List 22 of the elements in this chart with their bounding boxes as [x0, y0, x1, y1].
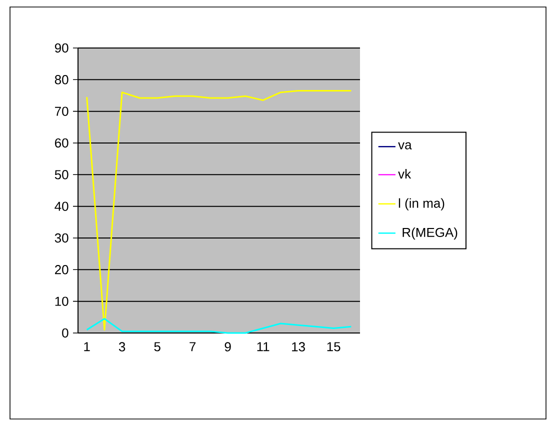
x-tick-label: 9: [224, 342, 231, 352]
x-tick-label: 5: [154, 342, 160, 352]
legend-label: vk: [398, 169, 412, 178]
x-tick-label: 15: [327, 342, 340, 352]
y-tick-label: 80: [54, 75, 68, 84]
y-tick-label: 10: [55, 296, 68, 306]
x-tick-label: 1: [84, 342, 90, 352]
y-tick-label: 20: [55, 265, 68, 274]
y-tick-label: 50: [54, 170, 68, 180]
y-tick-label: 60: [55, 138, 68, 148]
x-tick-label: 13: [292, 342, 305, 352]
legend-label: R(MEGA): [402, 227, 458, 240]
x-tick-label: 7: [190, 342, 196, 352]
y-tick-label: 30: [54, 233, 68, 243]
y-tick-label: 0: [62, 328, 68, 338]
y-tick-label: 90: [54, 43, 68, 53]
legend-label: va: [398, 142, 412, 150]
legend-label: l (in ma): [398, 198, 444, 210]
x-tick-label: 11: [257, 342, 270, 352]
y-tick-label: 40: [54, 202, 68, 211]
y-tick-label: 70: [55, 106, 68, 116]
x-tick-label: 3: [118, 342, 126, 352]
